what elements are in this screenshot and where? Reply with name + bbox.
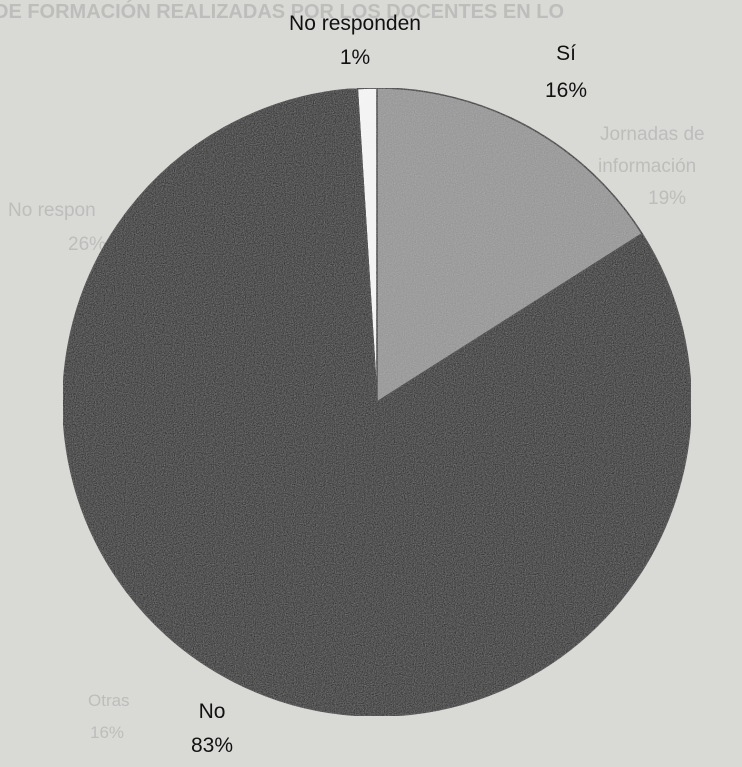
ghost-no-respon: No respon bbox=[8, 200, 96, 221]
slice-label-2-name: No bbox=[199, 700, 226, 723]
pie-slice-sí bbox=[376, 87, 644, 404]
ghost-otras-pct: 16% bbox=[90, 723, 124, 742]
ghost-header: DE FORMACIÓN REALIZADAS POR LOS DOCENTES… bbox=[0, 0, 564, 23]
background-bleed-through: DE FORMACIÓN REALIZADAS POR LOS DOCENTES… bbox=[0, 0, 705, 742]
slice-label-0-name: No responden bbox=[289, 12, 421, 35]
pie-slices bbox=[62, 87, 692, 717]
slice-label-2-percent: 83% bbox=[191, 734, 233, 757]
ghost-jornadas-line2: información bbox=[598, 156, 696, 177]
ghost-jornadas-pct: 19% bbox=[648, 188, 686, 209]
pie-slice-no bbox=[62, 87, 692, 717]
ghost-otras: Otras bbox=[88, 691, 130, 710]
slice-label-0-percent: 1% bbox=[340, 46, 370, 69]
slice-labels: No responden 1% Sí 16% No 83% bbox=[191, 12, 587, 757]
ghost-no-respon-pct: 26% bbox=[68, 234, 106, 255]
slice-label-1-percent: 16% bbox=[545, 79, 587, 102]
ghost-jornadas-line1: Jornadas de bbox=[600, 124, 705, 145]
slice-label-1-name: Sí bbox=[556, 42, 576, 65]
